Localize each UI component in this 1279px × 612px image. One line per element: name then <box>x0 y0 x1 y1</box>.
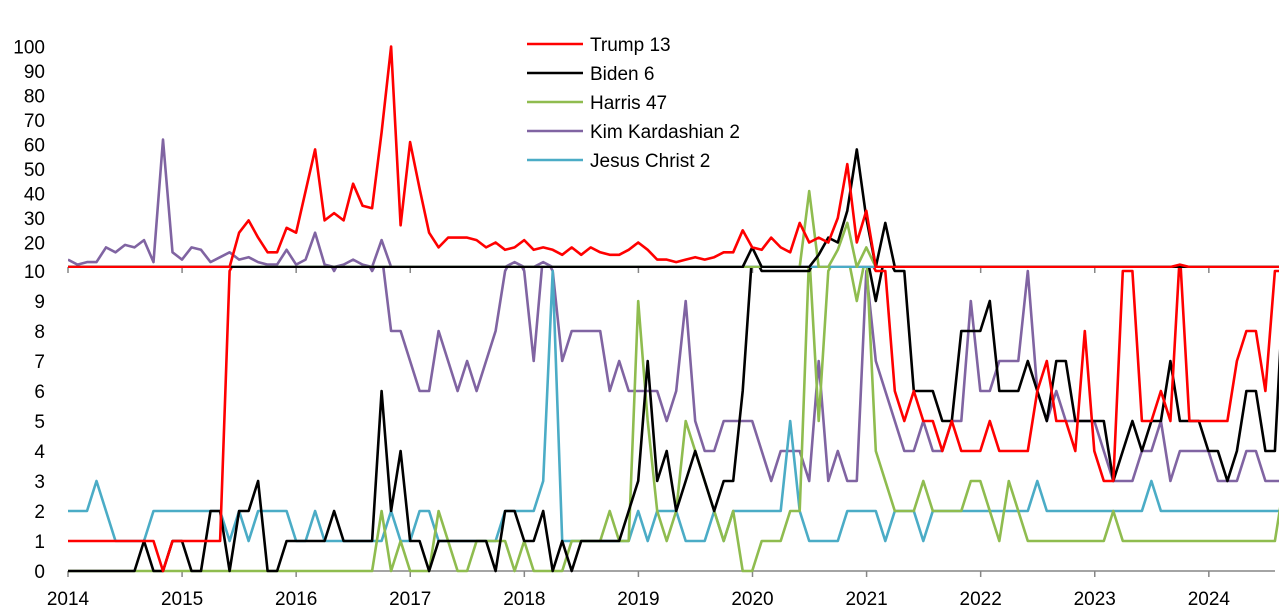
y-tick-label: 7 <box>34 352 45 373</box>
legend-entry: Trump 13 <box>590 35 671 56</box>
y-tick-label: 8 <box>34 322 45 343</box>
y-tick-label: 40 <box>24 185 45 206</box>
legend: Trump 13 Biden 6 Harris 47 Kim Kardashian 2… <box>527 35 740 172</box>
series-line-lower <box>68 268 1279 573</box>
y-tick-label: 80 <box>24 87 45 108</box>
x-tick-label: 2014 <box>47 589 90 610</box>
x-tick-label: 2019 <box>617 589 659 610</box>
y-tick-label: 10 <box>24 262 45 283</box>
series-lines <box>68 45 1279 573</box>
y-tick-label: 70 <box>24 111 45 132</box>
y-tick-label: 60 <box>24 136 45 157</box>
y-tick-label: 100 <box>13 38 45 59</box>
legend-entry: Biden 6 <box>590 64 654 85</box>
x-tick-label: 2016 <box>275 589 317 610</box>
x-tick-label: 2018 <box>503 589 545 610</box>
legend-entry: Jesus Christ 2 <box>590 151 710 172</box>
series-line-lower <box>331 268 1279 483</box>
y-tick-label: 50 <box>24 160 45 181</box>
y-tick-label: 90 <box>24 62 45 83</box>
series-line-lower <box>68 269 1279 543</box>
y-tick-label: 2 <box>34 502 45 523</box>
x-tick-label: 2015 <box>161 589 203 610</box>
y-tick-label: 9 <box>34 292 45 313</box>
y-tick-label: 0 <box>34 562 45 583</box>
y-tick-label: 4 <box>34 442 45 463</box>
y-tick-label: 20 <box>24 234 45 255</box>
series-line-upper <box>68 45 1279 268</box>
x-tick-label: 2022 <box>960 589 1002 610</box>
y-tick-label: 1 <box>34 532 45 553</box>
series-line-lower <box>68 268 1279 573</box>
x-tick-label: 2021 <box>845 589 887 610</box>
x-tick-label: 2024 <box>1188 589 1231 610</box>
x-tick-label: 2020 <box>731 589 773 610</box>
y-tick-label: 5 <box>34 412 45 433</box>
y-tick-label: 30 <box>24 209 45 230</box>
y-tick-label: 6 <box>34 382 45 403</box>
y-tick-label: 3 <box>34 472 45 493</box>
legend-entry: Kim Kardashian 2 <box>590 122 740 143</box>
x-tick-label: 2023 <box>1074 589 1116 610</box>
x-tick-labels: 2014 2015 2016 2017 2018 2019 2020 2021 2022 2023… <box>47 589 1231 610</box>
legend-entry: Harris 47 <box>590 93 667 114</box>
series-line-lower <box>68 268 1279 573</box>
x-tick-label: 2017 <box>389 589 431 610</box>
